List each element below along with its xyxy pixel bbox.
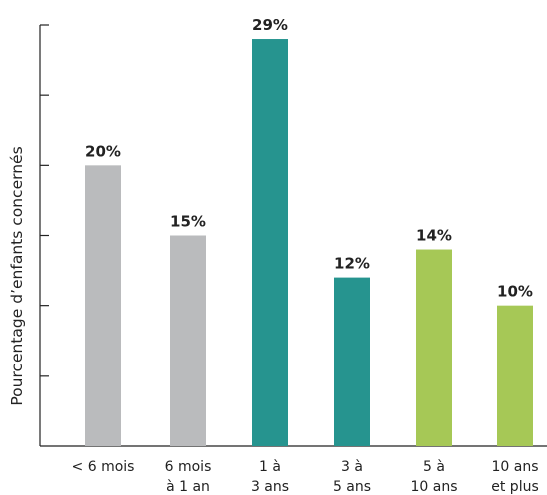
y-axis-ticks [40, 24, 49, 377]
bar-value-label: 20% [85, 142, 121, 160]
bar [497, 305, 533, 446]
value-labels-group: 20% 15% 29% 12% 14% 10% [85, 16, 533, 301]
bar-value-label: 12% [334, 255, 370, 273]
x-tick-label: à 1 an [166, 479, 210, 495]
bar-value-label: 10% [497, 283, 533, 301]
x-tick-label: 5 ans [333, 479, 371, 495]
x-tick-label: 5 à [423, 459, 445, 475]
x-tick-labels-group: < 6 mois 6 mois à 1 an 1 à 3 ans 3 à 5 ans 5 à 1… [72, 459, 539, 495]
bar [416, 249, 452, 446]
bar [85, 165, 121, 447]
bar [252, 39, 288, 447]
x-tick-label: 10 ans [491, 459, 538, 475]
bar-value-label: 15% [170, 213, 206, 231]
bar-value-label: 14% [416, 227, 452, 245]
bar-value-label: 29% [252, 16, 288, 34]
x-tick-label: 6 mois [165, 459, 212, 475]
bar [334, 277, 370, 446]
x-tick-label: et plus [491, 479, 539, 495]
x-tick-label: 3 ans [251, 479, 289, 495]
y-axis-title: Pourcentage d’enfants concernés [8, 146, 26, 405]
bar [170, 235, 206, 446]
x-tick-label: 3 à [341, 459, 363, 475]
x-tick-label: 1 à [259, 459, 281, 475]
x-tick-label: < 6 mois [72, 459, 135, 475]
x-tick-label: 10 ans [410, 479, 457, 495]
bars-group [85, 39, 533, 447]
